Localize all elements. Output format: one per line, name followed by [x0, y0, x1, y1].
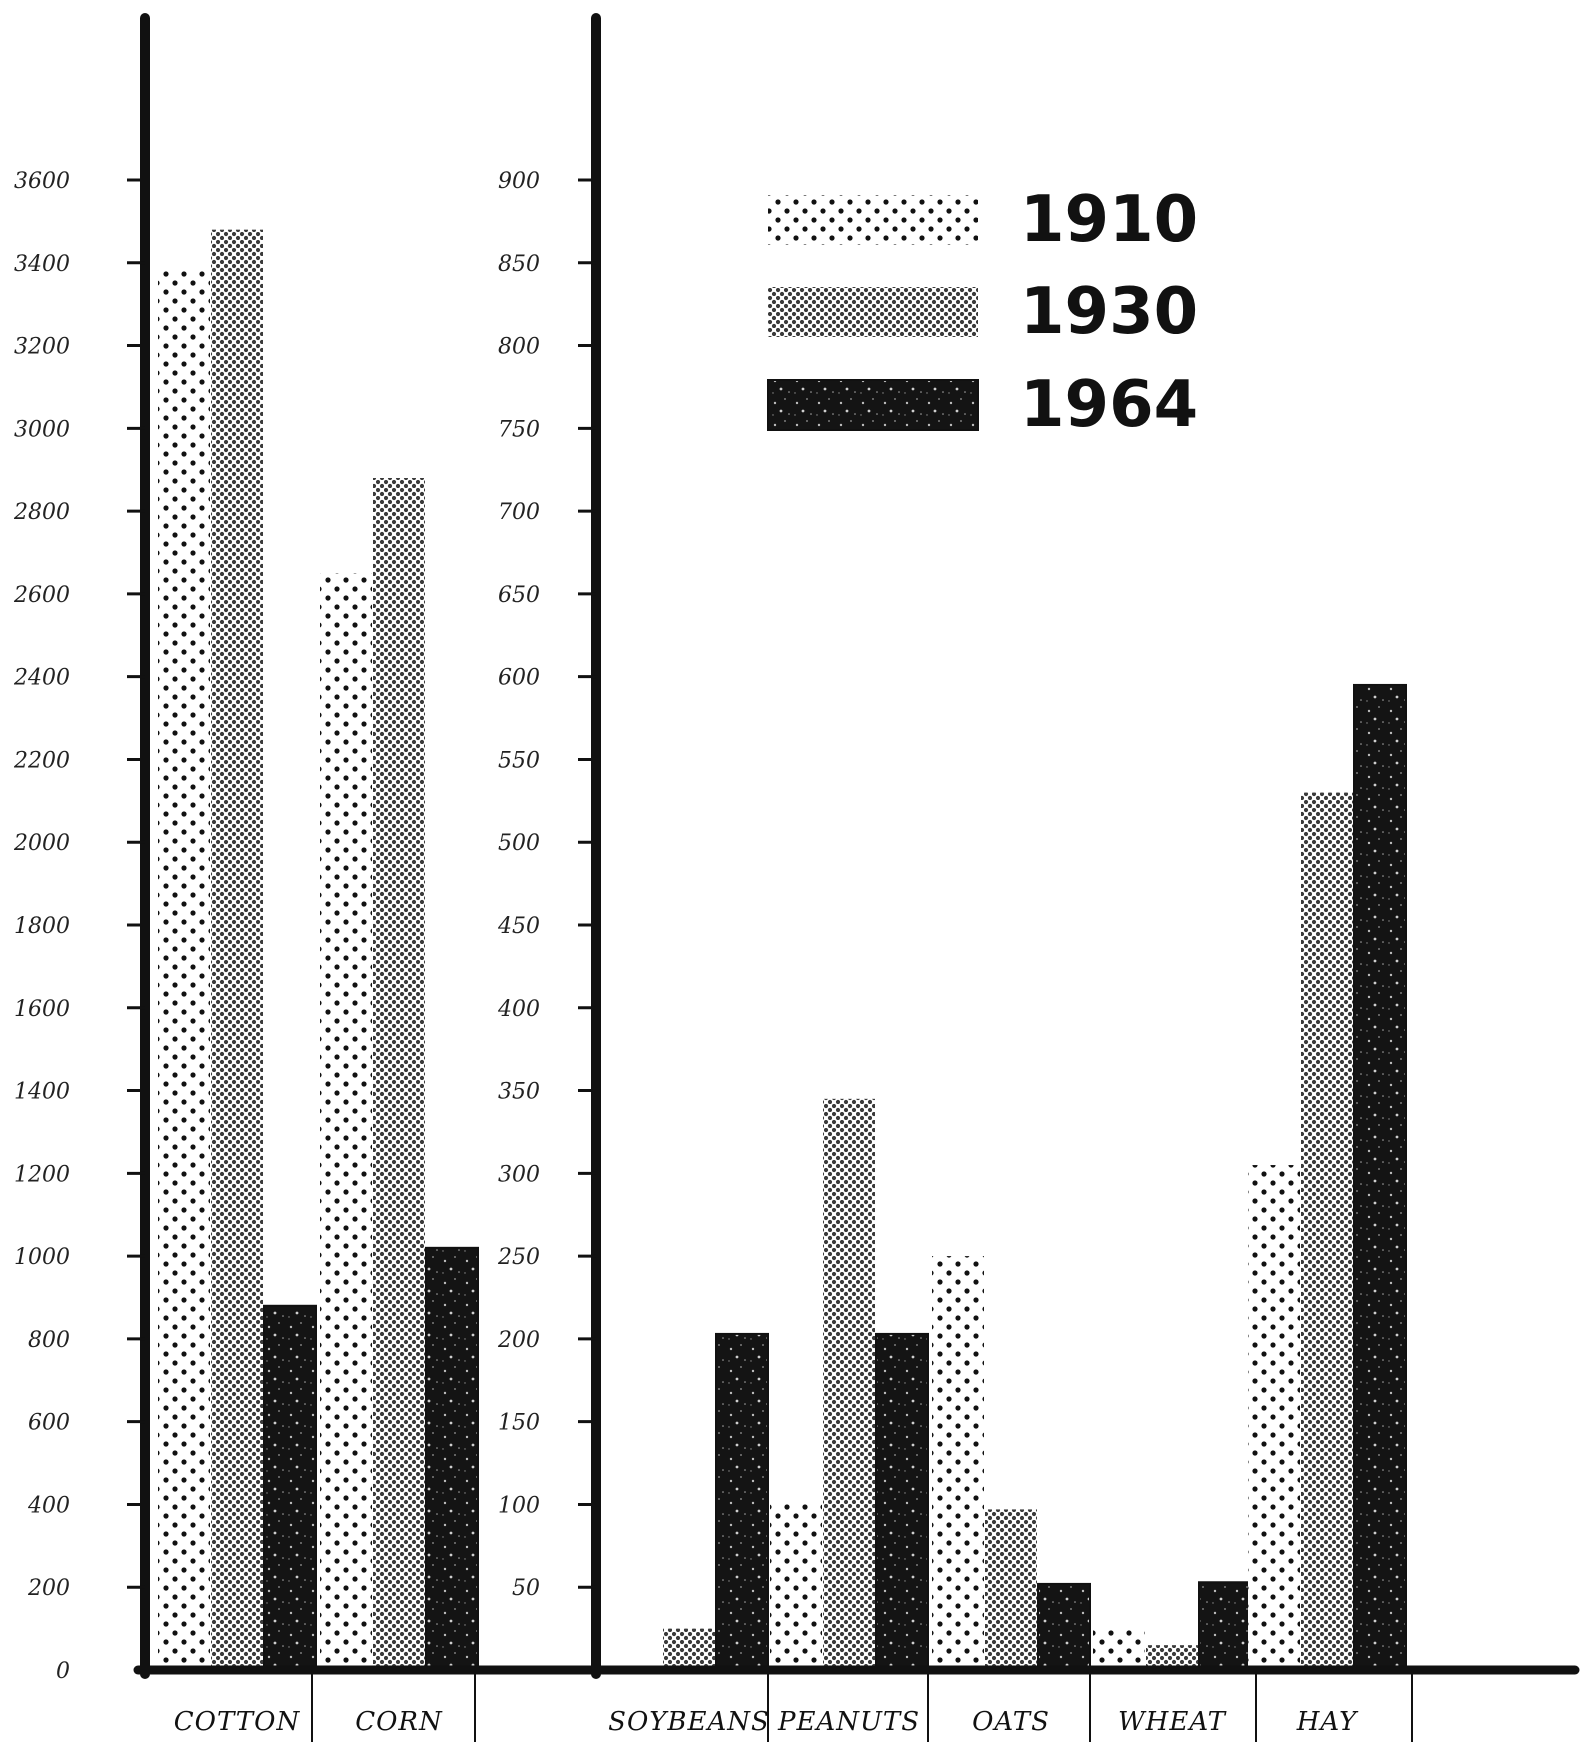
bars-layer — [158, 229, 1407, 1672]
bar-cotton-1964 — [263, 1304, 317, 1672]
bar-hay-1910 — [1248, 1165, 1300, 1670]
y-tick-label: 2600 — [13, 583, 70, 608]
bar-hay-1964 — [1353, 683, 1407, 1671]
bar-corn-1930 — [373, 478, 425, 1670]
y-tick-label: 100 — [498, 1493, 540, 1518]
category-label-soybeans: SOYBEANS — [608, 1707, 770, 1737]
y-tick-label: 800 — [498, 335, 540, 360]
y-tick-label: 900 — [498, 169, 540, 194]
bar-oats-1930 — [985, 1509, 1037, 1670]
bar-soybeans-1930 — [663, 1628, 715, 1670]
bar-peanuts-1964 — [875, 1332, 929, 1672]
y-tick-label: 200 — [27, 1576, 70, 1601]
y-tick-label: 2200 — [13, 748, 70, 773]
y-tick-label: 0 — [56, 1659, 70, 1684]
y-tick-label: 300 — [498, 1162, 540, 1187]
bar-corn-1964 — [425, 1246, 479, 1672]
y-tick-label: 750 — [498, 417, 540, 442]
y-tick-label: 1000 — [14, 1245, 70, 1270]
y-tick-label: 50 — [512, 1576, 540, 1601]
bar-wheat-1964 — [1198, 1581, 1252, 1672]
y-tick-label: 700 — [498, 500, 540, 525]
legend-label-1910: 1910 — [1020, 183, 1198, 257]
bar-peanuts-1930 — [823, 1098, 875, 1670]
y-tick-label: 600 — [498, 666, 540, 691]
category-label-peanuts: PEANUTS — [777, 1707, 920, 1737]
y-tick-label: 1400 — [14, 1080, 70, 1105]
bar-corn-1910 — [320, 573, 372, 1670]
legend-swatch-1910 — [768, 195, 978, 245]
bar-soybeans-1964 — [715, 1332, 769, 1672]
y-tick-label: 1200 — [14, 1162, 70, 1187]
y-tick-label: 800 — [28, 1328, 70, 1353]
category-label-hay: HAY — [1296, 1707, 1359, 1737]
y-tick-label: 3200 — [14, 335, 70, 360]
y-tick-label: 3000 — [14, 417, 70, 442]
bar-oats-1964 — [1037, 1582, 1091, 1672]
category-label-corn: CORN — [355, 1707, 443, 1737]
y-tick-label: 450 — [497, 914, 540, 939]
legend-label-1964: 1964 — [1020, 368, 1198, 442]
y-tick-label: 650 — [498, 583, 540, 608]
y-tick-label: 200 — [497, 1328, 540, 1353]
y-ticks-layer: 0 200 400 600 800 1000 1200 1400 1600 1800 2000 220… — [13, 169, 596, 1684]
y-tick-label: 2000 — [13, 831, 70, 856]
y-tick-label: 850 — [498, 252, 540, 277]
y-tick-label: 3600 — [14, 169, 70, 194]
y-tick-label: 3400 — [14, 252, 70, 277]
y-tick-label: 250 — [497, 1245, 540, 1270]
category-label-cotton: COTTON — [174, 1707, 301, 1737]
bar-hay-1930 — [1301, 792, 1353, 1670]
y-tick-label: 550 — [498, 748, 540, 773]
y-tick-label: 400 — [27, 1493, 70, 1518]
y-tick-label: 2800 — [13, 500, 70, 525]
y-tick-label: 600 — [28, 1411, 70, 1436]
bar-cotton-1910 — [158, 271, 210, 1670]
y-tick-label: 500 — [498, 831, 540, 856]
bar-peanuts-1910 — [770, 1504, 822, 1670]
category-label-oats: OATS — [972, 1707, 1050, 1737]
y-tick-label: 1800 — [14, 914, 70, 939]
legend-swatch-1964 — [767, 379, 979, 431]
legend: 1910 1930 1964 — [767, 183, 1198, 442]
legend-label-1930: 1930 — [1020, 275, 1198, 349]
y-tick-label: 1600 — [14, 997, 70, 1022]
bar-wheat-1910 — [1093, 1628, 1145, 1670]
category-labels-layer: COTTON CORN SOYBEANS PEANUTS OATS WHEAT HAY — [174, 1674, 1413, 1742]
bar-oats-1910 — [932, 1256, 984, 1670]
y-tick-label: 2400 — [13, 666, 70, 691]
axes-layer — [133, 13, 1580, 1679]
legend-swatch-1930 — [768, 287, 978, 337]
y-tick-label: 400 — [497, 997, 540, 1022]
bar-cotton-1930 — [211, 229, 263, 1671]
y-tick-label: 150 — [498, 1411, 540, 1436]
y-tick-label: 350 — [498, 1080, 540, 1105]
category-label-wheat: WHEAT — [1118, 1707, 1227, 1737]
